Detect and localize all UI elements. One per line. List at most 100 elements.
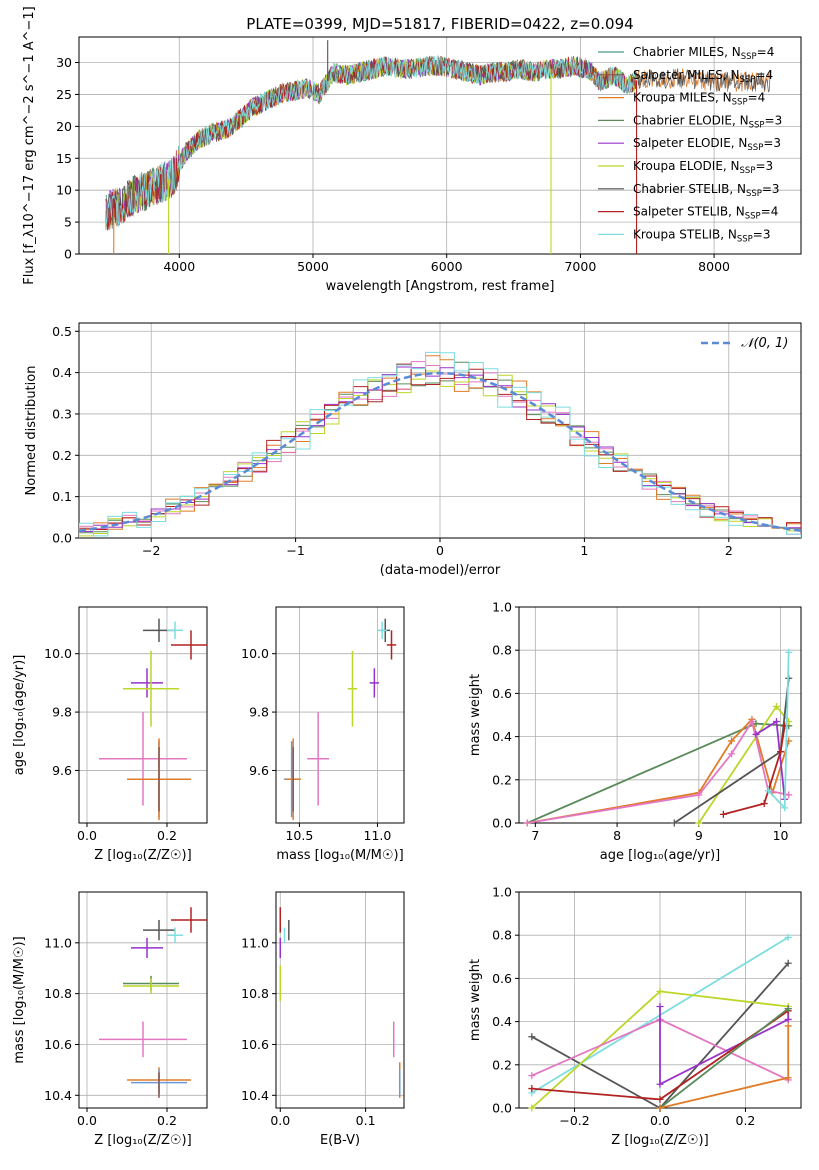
spectrum-line — [105, 56, 637, 230]
chart-age_vs_mass: 10.5 11.0 9.6 9.8 10.0 mass [log₁₀(M/M☉)] — [241, 606, 405, 863]
x-tick-label: 0.0 — [650, 1113, 670, 1128]
y-tick-label: 0.4 — [492, 729, 512, 744]
x-tick-label: 10.5 — [285, 828, 313, 843]
x-tick-label: 5000 — [297, 259, 329, 274]
x-tick-label: 0.2 — [157, 1113, 177, 1128]
weight-marker — [784, 959, 792, 967]
y-tick-label: 1.0 — [492, 885, 512, 900]
y-tick-label: 0.4 — [52, 365, 72, 380]
x-tick-label: 10 — [773, 828, 789, 843]
y-tick-label: 9.6 — [52, 763, 72, 778]
y-tick-label: 30 — [56, 55, 72, 70]
chart-mass_weight_vs_Z: −0.2 0.0 0.2 0.0 0.2 0.4 0.6 0.8 1.0 Z [log₁₀(Z/Z… — [468, 885, 802, 1148]
weight-marker — [670, 819, 678, 827]
x-tick-label: −2 — [142, 543, 160, 558]
legend-label: Chabrier ELODIE, NSSP=3 — [633, 113, 782, 130]
y-tick-label: 0.8 — [492, 643, 512, 658]
y-tick-label: 0.2 — [492, 1057, 512, 1072]
weight-marker — [695, 791, 703, 799]
x-tick-label: 0.0 — [77, 1113, 97, 1128]
chart-mass_vs_ebv: 0.0 0.1 10.4 10.6 10.8 11.0 E(B-V) — [241, 891, 405, 1148]
y-axis-label: age [log₁₀(age/yr)] — [12, 655, 27, 776]
x-axis-label: Z [log₁₀(Z/Z☉)] — [611, 1133, 708, 1148]
x-axis-label: wavelength [Angstrom, rest frame] — [326, 279, 555, 294]
x-tick-label: 9 — [695, 828, 703, 843]
x-tick-label: 7000 — [564, 259, 596, 274]
x-tick-label: 11.0 — [364, 828, 392, 843]
axes-frame — [78, 891, 208, 1109]
x-axis-label: Z [log₁₀(Z/Z☉)] — [94, 848, 191, 863]
y-tick-label: 20 — [56, 119, 72, 134]
weight-marker — [523, 819, 531, 827]
y-tick-label: 9.8 — [249, 705, 269, 720]
weight-marker — [772, 702, 780, 710]
weight-marker — [772, 717, 780, 725]
x-tick-label: 0.0 — [270, 1113, 290, 1128]
y-tick-label: 9.6 — [249, 763, 269, 778]
y-tick-label: 5 — [64, 215, 72, 230]
x-tick-label: 7 — [531, 828, 539, 843]
x-tick-label: 0.2 — [736, 1113, 756, 1128]
spectrum-line — [105, 54, 637, 227]
x-tick-label: 6000 — [431, 259, 463, 274]
weight-marker — [656, 1002, 664, 1010]
spectrum-line — [105, 55, 637, 231]
x-tick-label: 0 — [436, 543, 444, 558]
weight-marker — [760, 800, 768, 808]
weight-marker — [656, 1095, 664, 1103]
legend-label: Salpeter ELODIE, NSSP=3 — [633, 136, 781, 153]
y-tick-label: 0.6 — [492, 686, 512, 701]
y-tick-label: 10.4 — [241, 1088, 269, 1103]
weight-marker — [784, 1015, 792, 1023]
y-tick-label: 10.8 — [241, 986, 269, 1001]
y-axis-label: Flux [f_λ10^−17 erg cm^−2 s^−1 A^−1] — [22, 6, 37, 284]
x-tick-label: 4000 — [163, 259, 195, 274]
y-tick-label: 0.1 — [52, 489, 72, 504]
legend-label: 𝒩(0, 1) — [741, 336, 788, 351]
y-tick-label: 10 — [56, 183, 72, 198]
normal-curve — [78, 371, 802, 533]
weight-marker — [781, 804, 789, 812]
y-tick-label: 0.0 — [492, 816, 512, 831]
chart-mass_vs_Z: 0.0 0.2 10.4 10.6 10.8 11.0 Z [log₁₀(Z/Z☉)] mas… — [12, 891, 208, 1148]
weight-series-line — [659, 1025, 790, 1108]
weight-marker — [656, 987, 664, 995]
x-tick-label: −0.2 — [559, 1113, 589, 1128]
y-tick-label: 1.0 — [492, 600, 512, 615]
y-tick-label: 10.4 — [44, 1088, 72, 1103]
weight-marker — [719, 810, 727, 818]
weight-marker — [695, 819, 703, 827]
x-tick-label: 0.1 — [356, 1113, 376, 1128]
spectrum-line — [105, 55, 637, 230]
axes-frame — [78, 36, 802, 255]
legend-label: Chabrier MILES, NSSP=4 — [633, 45, 774, 62]
x-axis-label: age [log₁₀(age/yr)] — [600, 848, 721, 863]
legend-label: Chabrier STELIB, NSSP=3 — [633, 182, 780, 199]
y-tick-label: 0.6 — [492, 971, 512, 986]
y-tick-label: 0.0 — [52, 531, 72, 546]
y-tick-label: 10.6 — [241, 1037, 269, 1052]
legend-label: Salpeter STELIB, NSSP=4 — [633, 205, 778, 222]
y-tick-label: 10.6 — [44, 1037, 72, 1052]
y-tick-label: 15 — [56, 151, 72, 166]
histogram-series — [79, 363, 801, 538]
chart-residual_histogram: −2 −1 0 1 2 0.0 0.1 0.2 0.3 0.4 0.5 (data-model)/er… — [24, 322, 802, 578]
axes-frame — [275, 606, 405, 824]
weight-marker — [728, 737, 736, 745]
chart-spectrum: 4000 5000 6000 7000 8000 0 5 10 15 20 25 30 waveleng… — [22, 6, 802, 294]
y-tick-label: 0.2 — [492, 772, 512, 787]
weight-series-line — [767, 652, 790, 811]
weight-marker — [528, 1072, 536, 1080]
y-tick-label: 0 — [64, 247, 72, 262]
y-tick-label: 0.8 — [492, 928, 512, 943]
x-axis-label: E(B-V) — [320, 1133, 360, 1148]
weight-marker — [785, 648, 793, 656]
legend-label: Kroupa ELODIE, NSSP=3 — [633, 159, 773, 176]
weight-marker — [528, 1085, 536, 1093]
y-axis-label: mass weight — [468, 959, 483, 1041]
x-tick-label: 0.0 — [77, 828, 97, 843]
figure-title: PLATE=0399, MJD=51817, FIBERID=0422, z=0… — [246, 15, 633, 33]
y-tick-label: 0.4 — [492, 1014, 512, 1029]
y-axis-label: mass [log₁₀(M/M☉)] — [12, 936, 27, 1063]
